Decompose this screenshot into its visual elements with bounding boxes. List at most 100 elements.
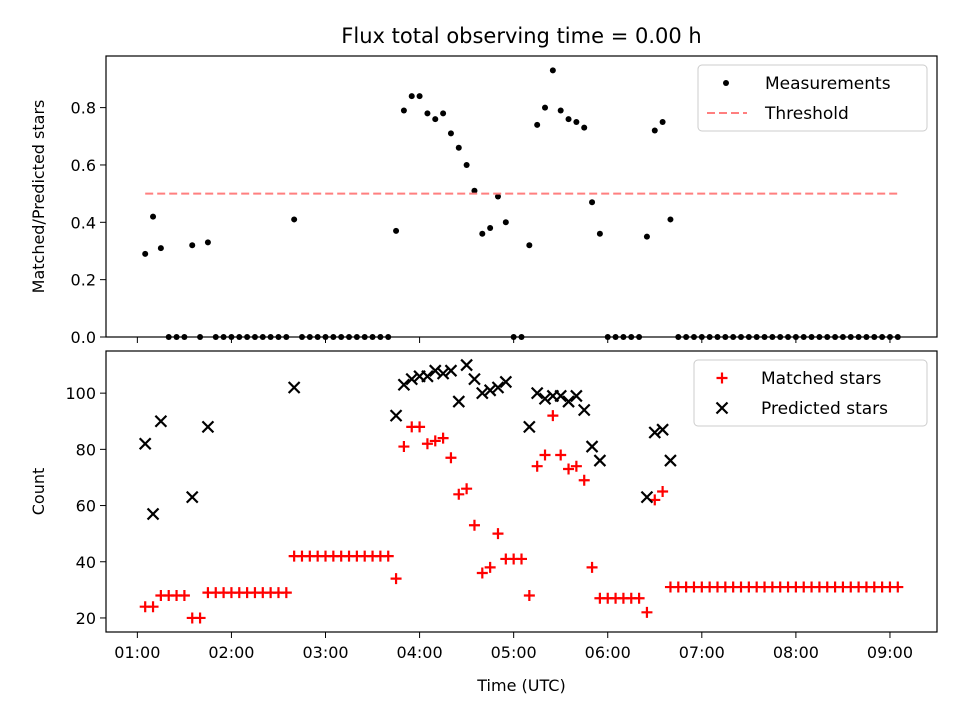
data-point — [487, 225, 494, 232]
x-axis-label: Time (UTC) — [476, 676, 565, 695]
y-tick-label: 0.0 — [71, 328, 96, 347]
data-point — [565, 116, 572, 123]
y-tick-label: 20 — [76, 609, 96, 628]
data-point — [554, 389, 567, 403]
data-point — [562, 395, 575, 408]
data-point — [479, 230, 486, 237]
data-point — [573, 118, 580, 125]
data-point — [577, 403, 591, 417]
data-point — [428, 364, 442, 377]
data-point — [656, 423, 669, 436]
data-point — [538, 392, 552, 406]
y-tick-label: 0.6 — [71, 156, 96, 175]
data-point — [516, 553, 527, 565]
legend-label: Matched stars — [761, 369, 881, 389]
legend-label: Predicted stars — [761, 399, 888, 419]
data-point — [189, 242, 196, 249]
legend-swatch — [716, 372, 728, 384]
data-point — [445, 452, 457, 464]
data-point — [593, 454, 607, 467]
data-point — [280, 587, 292, 599]
data-point — [453, 488, 465, 500]
series-predicted-stars — [138, 358, 677, 521]
data-point — [499, 375, 513, 389]
data-point — [204, 239, 211, 246]
panel-ratio: Flux total observing time = 0.00 h 0.0 0.2… — [29, 24, 938, 347]
data-point — [444, 364, 458, 377]
data-point — [147, 601, 159, 613]
x-tick-label: 03:00 — [302, 643, 348, 662]
data-point — [414, 421, 426, 433]
data-point — [398, 441, 410, 453]
data-point — [476, 567, 488, 579]
data-point — [463, 161, 470, 168]
data-point — [405, 372, 419, 386]
data-point — [547, 410, 559, 422]
data-point — [452, 395, 466, 408]
x-tick-label: 07:00 — [679, 643, 725, 662]
data-point — [393, 227, 400, 234]
y-tick-label: 0.2 — [71, 271, 96, 290]
data-point — [483, 384, 497, 397]
plot-frame — [105, 350, 938, 633]
data-point — [429, 435, 441, 447]
data-point — [494, 193, 501, 200]
data-point — [523, 420, 536, 434]
data-point — [397, 378, 411, 391]
data-point — [534, 121, 541, 128]
data-point — [468, 519, 480, 531]
data-point — [460, 358, 473, 372]
x-tick-label: 09:00 — [867, 643, 913, 662]
data-point — [424, 110, 431, 117]
data-point — [142, 250, 149, 257]
data-point — [476, 386, 489, 400]
data-point — [455, 144, 462, 151]
legend-swatch — [723, 80, 729, 86]
x-tick-label: 01:00 — [114, 643, 160, 662]
data-point — [150, 213, 157, 220]
series-matched-stars — [139, 410, 904, 624]
legend-label: Measurements — [765, 74, 891, 94]
data-point — [570, 460, 582, 472]
data-point — [484, 561, 496, 573]
y-tick-label: 80 — [76, 440, 96, 459]
data-point — [892, 581, 904, 593]
data-point — [194, 612, 206, 624]
data-point — [549, 67, 556, 74]
data-point — [468, 372, 481, 386]
data-point — [586, 561, 598, 573]
data-point — [641, 606, 653, 618]
x-tick-label: 06:00 — [585, 643, 631, 662]
y-tick-label: 60 — [76, 497, 96, 516]
data-point — [421, 370, 434, 383]
data-point — [539, 449, 551, 461]
data-point — [589, 199, 596, 206]
data-point — [502, 219, 509, 226]
data-point — [492, 528, 504, 540]
data-point — [581, 124, 588, 131]
legend: Measurements Threshold — [697, 64, 928, 132]
data-point — [651, 127, 658, 134]
data-point — [416, 93, 423, 100]
data-point — [287, 381, 301, 394]
data-point — [440, 110, 447, 117]
data-point — [178, 589, 190, 601]
legend-swatch — [715, 401, 729, 415]
data-point — [530, 386, 544, 400]
panel-counts: 20 40 60 80 100 01:00 02:00 03:00 04:00 05:00 06:0… — [29, 350, 938, 695]
data-point — [157, 245, 164, 252]
data-point — [146, 507, 160, 521]
data-point — [400, 107, 407, 114]
legend-label: Threshold — [764, 104, 849, 124]
data-point — [596, 230, 603, 237]
data-point — [557, 107, 564, 114]
data-point — [389, 409, 403, 422]
data-point — [526, 242, 533, 249]
data-point — [640, 490, 654, 504]
data-point — [523, 589, 535, 601]
plot-frame — [105, 55, 938, 338]
y-tick-label: 0.4 — [71, 213, 96, 232]
data-point — [563, 463, 575, 475]
data-point — [436, 367, 450, 380]
data-point — [585, 440, 599, 453]
